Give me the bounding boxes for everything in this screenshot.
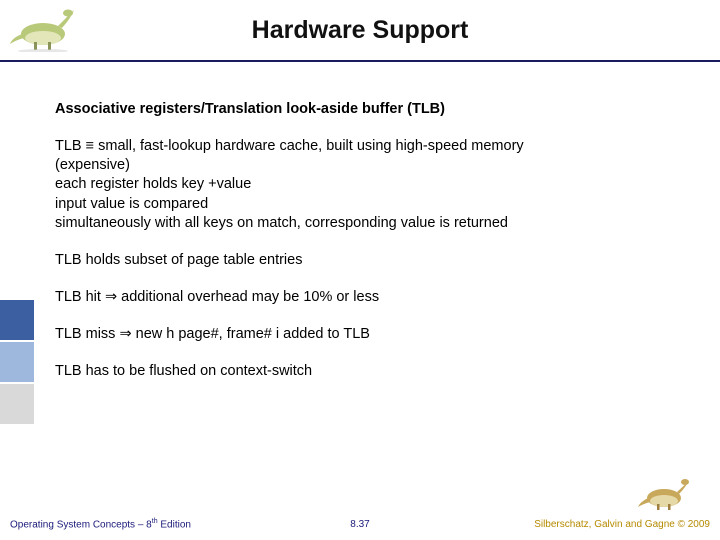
text-line: (expensive) (55, 156, 690, 175)
footer: Operating System Concepts – 8th Edition … (0, 502, 720, 530)
slide-title: Hardware Support (0, 16, 720, 45)
sidebar-block (0, 300, 34, 340)
content-body: Associative registers/Translation look-a… (55, 100, 690, 399)
sidebar-block (0, 342, 34, 382)
footer-copyright: Silberschatz, Galvin and Gagne © 2009 (534, 519, 710, 530)
paragraph: TLB hit ⇒ additional overhead may be 10%… (55, 288, 690, 307)
slide: Hardware Support Associative registers/T… (0, 0, 720, 540)
text-line: input value is compared (55, 195, 690, 214)
text-line: simultaneously with all keys on match, c… (55, 214, 690, 233)
subtitle: Associative registers/Translation look-a… (55, 100, 690, 119)
sidebar-blocks (0, 300, 34, 426)
paragraph: TLB holds subset of page table entries (55, 251, 690, 270)
paragraph: TLB ≡ small, fast-lookup hardware cache,… (55, 137, 690, 233)
text-line: each register holds key +value (55, 175, 690, 194)
paragraph: TLB has to be flushed on context-switch (55, 362, 690, 381)
paragraph: TLB miss ⇒ new h page#, frame# i added t… (55, 325, 690, 344)
header: Hardware Support (0, 0, 720, 62)
sidebar-block (0, 384, 34, 424)
text-line: TLB ≡ small, fast-lookup hardware cache,… (55, 137, 690, 156)
